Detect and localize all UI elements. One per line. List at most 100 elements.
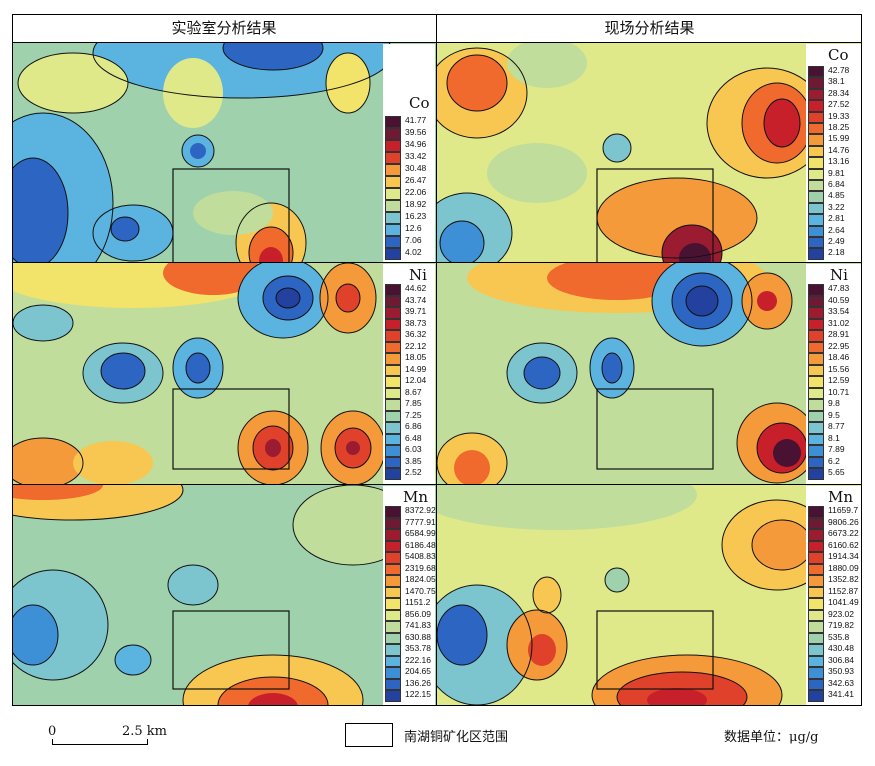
legend-label: 8.1 — [828, 432, 840, 443]
legend-label: 1880.09 — [828, 562, 859, 573]
legend-label: 39.56 — [405, 127, 427, 137]
legend-label: 14.76 — [828, 144, 850, 155]
legend-swatch — [385, 248, 401, 260]
legend-swatch — [808, 422, 824, 434]
legend-swatch — [808, 202, 824, 215]
panel-field-ni — [437, 263, 861, 485]
legend-swatch — [385, 468, 401, 480]
legend-swatch — [808, 214, 824, 226]
legend-swatch — [385, 632, 401, 644]
legend-label: 34.96 — [405, 139, 427, 149]
legend-swatch — [385, 200, 401, 212]
legend-label: 341.41 — [828, 689, 854, 699]
legend-label: 33.42 — [405, 151, 427, 161]
legend-swatch — [385, 128, 401, 140]
legend-swatch — [385, 376, 401, 388]
legend-swatch — [808, 180, 824, 192]
legend-field-ni: Ni 47.83 40.59 33.54 31.02 28.91 22.95 18.46 15… — [806, 264, 861, 484]
legend-label: 3.85 — [405, 455, 422, 466]
legend-swatch — [808, 445, 824, 457]
legend-lab-mn: Mn 8372.92 7777.91 6584.99 6186.48 5408.83 23… — [383, 486, 436, 705]
legend-label: 4.85 — [828, 190, 845, 201]
legend-label: 6.2 — [828, 455, 840, 466]
legend-label: 430.48 — [828, 643, 854, 653]
legend-swatch — [385, 152, 401, 164]
legend-swatch — [808, 225, 824, 237]
legend-label: 18.46 — [828, 352, 850, 362]
legend-title: Mn — [828, 488, 854, 506]
legend-label: 1041.49 — [828, 597, 859, 607]
legend-title: Ni — [409, 266, 427, 284]
legend-label: 16.23 — [405, 211, 427, 221]
legend-label: 741.83 — [405, 620, 431, 630]
scale-label: 2.5 km — [122, 724, 168, 739]
legend-swatch — [808, 341, 824, 353]
legend-swatch — [808, 575, 824, 587]
legend-swatch — [808, 100, 824, 112]
header-lab: 实验室分析结果 — [12, 14, 436, 43]
legend-swatch — [385, 667, 401, 679]
legend-swatch — [385, 353, 401, 365]
legend-title: Co — [409, 94, 430, 112]
legend-label: 42.78 — [828, 65, 850, 75]
legend-swatch — [808, 307, 824, 319]
legend-field-mn: Mn 11659.7 9806.26 6673.22 6160.62 1914.34 18… — [806, 486, 861, 705]
legend-label: 306.84 — [828, 654, 854, 665]
legend-label: 19.33 — [828, 110, 850, 121]
legend-label: 9.8 — [828, 398, 840, 408]
study-area-box — [172, 610, 290, 690]
panel-lab-ni — [13, 263, 436, 485]
legend-label: 1152.87 — [828, 585, 859, 596]
legend-swatch — [808, 410, 824, 422]
legend-label: 38.73 — [405, 317, 427, 328]
legend-label: 2.52 — [405, 467, 422, 477]
unit-label: 数据单位：μg/g — [724, 730, 819, 745]
legend-swatch — [808, 690, 824, 702]
legend-label: 222.16 — [405, 654, 431, 665]
legend-label: 28.91 — [828, 329, 850, 339]
legend-swatch — [385, 116, 401, 128]
legend-label: 342.63 — [828, 677, 854, 688]
legend-swatch — [385, 621, 401, 633]
legend-label: 8.67 — [405, 386, 422, 397]
legend-label: 14.99 — [405, 363, 427, 374]
legend-swatch — [808, 191, 824, 203]
legend-label: 6160.62 — [828, 539, 859, 550]
legend-swatch — [385, 609, 401, 621]
legend-swatch — [385, 563, 401, 575]
legend-swatch — [808, 77, 824, 89]
legend-swatch — [808, 237, 824, 249]
legend-swatch — [808, 88, 824, 101]
contour-map-field-co — [437, 43, 861, 262]
legend-swatch — [385, 445, 401, 457]
legend-label: 8372.92 — [405, 505, 436, 515]
legend-swatch — [385, 295, 401, 307]
legend-label: 6.84 — [828, 179, 845, 189]
legend-label: 923.02 — [828, 608, 854, 619]
legend-label: 15.99 — [828, 133, 850, 144]
legend-label: 6186.48 — [405, 539, 436, 550]
study-area-box — [172, 388, 290, 470]
legend-swatch — [385, 655, 401, 667]
legend-swatch — [385, 387, 401, 399]
legend-label: 22.95 — [828, 340, 850, 351]
legend-label: 26.47 — [405, 175, 427, 185]
area-box-symbol — [345, 723, 393, 747]
legend-swatch — [385, 307, 401, 319]
legend-label: 18.92 — [405, 199, 427, 209]
legend-swatch — [808, 399, 824, 411]
legend-label: 856.09 — [405, 608, 431, 619]
legend-label: 31.02 — [828, 317, 850, 328]
legend-swatch — [808, 506, 824, 518]
legend-swatch — [385, 506, 401, 518]
legend-title: Co — [828, 46, 849, 64]
legend-label: 15.56 — [828, 363, 850, 374]
contour-map-lab-mn — [13, 485, 436, 705]
legend-swatch — [808, 598, 824, 610]
legend-label: 7777.91 — [405, 516, 436, 527]
legend-label: 18.25 — [828, 122, 850, 132]
legend-swatch — [808, 644, 824, 656]
legend-swatch — [808, 655, 824, 667]
legend-label: 6673.22 — [828, 528, 859, 538]
legend-label: 10.71 — [828, 386, 850, 397]
